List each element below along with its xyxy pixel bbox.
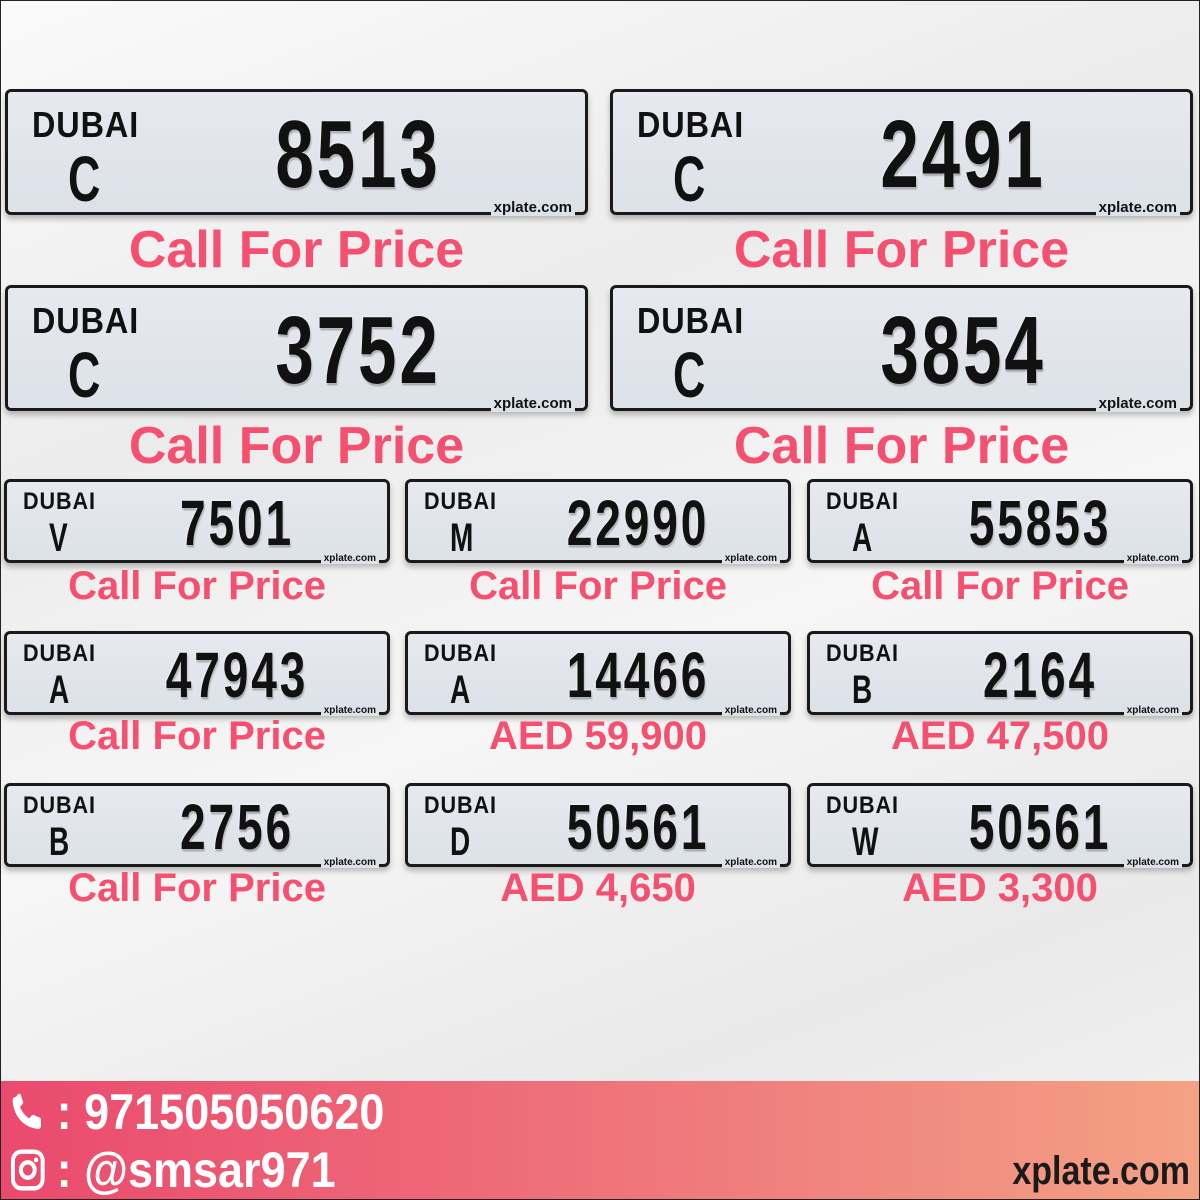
plate-price: Call For Price xyxy=(469,564,727,608)
plate-watermark: xplate.com xyxy=(490,395,575,412)
plate-code: M xyxy=(450,516,474,560)
plate-price: Call For Price xyxy=(68,564,326,608)
plate-code: W xyxy=(852,820,879,864)
plate-watermark: xplate.com xyxy=(721,857,780,868)
emirate-logo: DUBAI xyxy=(826,488,899,515)
plate-code: B xyxy=(852,668,873,712)
plate-number: 47943 xyxy=(165,639,309,711)
plate-watermark: xplate.com xyxy=(1123,553,1182,564)
plate-number: 3854 xyxy=(880,297,1046,404)
plate-code: C xyxy=(68,143,101,215)
license-plate[interactable]: DUBAI C 3752 xplate.com xyxy=(5,285,588,412)
emirate-logo: DUBAI xyxy=(32,300,140,341)
plate-code: C xyxy=(68,339,101,411)
emirate-logo: DUBAI xyxy=(32,104,140,145)
emirate-logo: DUBAI xyxy=(826,792,899,819)
phone-row: : 971505050620 xyxy=(8,1083,384,1141)
emirate-logo: DUBAI xyxy=(23,640,96,667)
plate-number: 2491 xyxy=(880,101,1046,208)
phone-number[interactable]: : 971505050620 xyxy=(56,1084,385,1140)
plate-number: 50561 xyxy=(566,791,710,863)
instagram-icon xyxy=(10,1149,45,1191)
plate-number: 7501 xyxy=(179,487,295,559)
license-plate[interactable]: DUBAI B 2164 xplate.com xyxy=(807,631,1193,716)
emirate-logo: DUBAI xyxy=(23,792,96,819)
emirate-logo: DUBAI xyxy=(637,300,745,341)
plate-price: Call For Price xyxy=(128,221,465,279)
license-plate[interactable]: DUBAI B 2756 xplate.com xyxy=(4,783,390,868)
plate-code: A xyxy=(49,668,70,712)
plate-price: Call For Price xyxy=(733,417,1070,475)
plate-watermark: xplate.com xyxy=(1095,199,1180,216)
plate-watermark: xplate.com xyxy=(320,553,379,564)
plate-price: AED 3,300 xyxy=(902,866,1098,910)
plate-watermark: xplate.com xyxy=(320,705,379,716)
license-plate[interactable]: DUBAI M 22990 xplate.com xyxy=(405,479,791,564)
plate-watermark: xplate.com xyxy=(721,705,780,716)
plate-price: AED 59,900 xyxy=(489,714,707,758)
footer: : 971505050620 : @smsar971 xplate.com xyxy=(0,1081,1200,1200)
license-plate[interactable]: DUBAI C 8513 xplate.com xyxy=(5,89,588,216)
license-plate[interactable]: DUBAI C 2491 xplate.com xyxy=(610,89,1193,216)
plate-watermark: xplate.com xyxy=(1123,857,1182,868)
plate-watermark: xplate.com xyxy=(320,857,379,868)
license-plate[interactable]: DUBAI A 55853 xplate.com xyxy=(807,479,1193,564)
site-watermark: xplate.com xyxy=(1012,1149,1190,1193)
emirate-logo: DUBAI xyxy=(826,640,899,667)
license-plate[interactable]: DUBAI V 7501 xplate.com xyxy=(4,479,390,564)
emirate-logo: DUBAI xyxy=(424,640,497,667)
emirate-logo: DUBAI xyxy=(424,488,497,515)
plate-number: 2756 xyxy=(179,791,295,863)
plate-watermark: xplate.com xyxy=(1123,705,1182,716)
plate-price: AED 47,500 xyxy=(891,714,1109,758)
plate-number: 2164 xyxy=(982,639,1098,711)
plate-code: B xyxy=(49,820,70,864)
plate-code: V xyxy=(49,516,68,560)
emirate-logo: DUBAI xyxy=(23,488,96,515)
plate-code: D xyxy=(450,820,471,864)
plate-number: 22990 xyxy=(566,487,710,559)
plate-code: C xyxy=(673,339,706,411)
plate-watermark: xplate.com xyxy=(721,553,780,564)
instagram-row: : @smsar971 xyxy=(8,1141,336,1199)
license-plate[interactable]: DUBAI D 50561 xplate.com xyxy=(405,783,791,868)
emirate-logo: DUBAI xyxy=(637,104,745,145)
plate-price: Call For Price xyxy=(871,564,1129,608)
license-plate[interactable]: DUBAI W 50561 xplate.com xyxy=(807,783,1193,868)
plate-number: 55853 xyxy=(968,487,1112,559)
instagram-handle[interactable]: : @smsar971 xyxy=(56,1142,336,1198)
plate-code: C xyxy=(673,143,706,215)
plate-price: Call For Price xyxy=(128,417,465,475)
plate-price: Call For Price xyxy=(733,221,1070,279)
license-plate[interactable]: DUBAI C 3854 xplate.com xyxy=(610,285,1193,412)
plate-number: 14466 xyxy=(566,639,710,711)
plate-price: AED 4,650 xyxy=(500,866,696,910)
license-plate[interactable]: DUBAI A 14466 xplate.com xyxy=(405,631,791,716)
phone-icon xyxy=(12,1093,41,1129)
plate-number: 8513 xyxy=(275,101,441,208)
plate-number: 3752 xyxy=(275,297,441,404)
plate-price: Call For Price xyxy=(68,714,326,758)
plate-code: A xyxy=(852,516,873,560)
license-plate[interactable]: DUBAI A 47943 xplate.com xyxy=(4,631,390,716)
plate-price: Call For Price xyxy=(68,866,326,910)
plate-code: A xyxy=(450,668,471,712)
emirate-logo: DUBAI xyxy=(424,792,497,819)
plate-watermark: xplate.com xyxy=(1095,395,1180,412)
plate-number: 50561 xyxy=(968,791,1112,863)
plate-watermark: xplate.com xyxy=(490,199,575,216)
